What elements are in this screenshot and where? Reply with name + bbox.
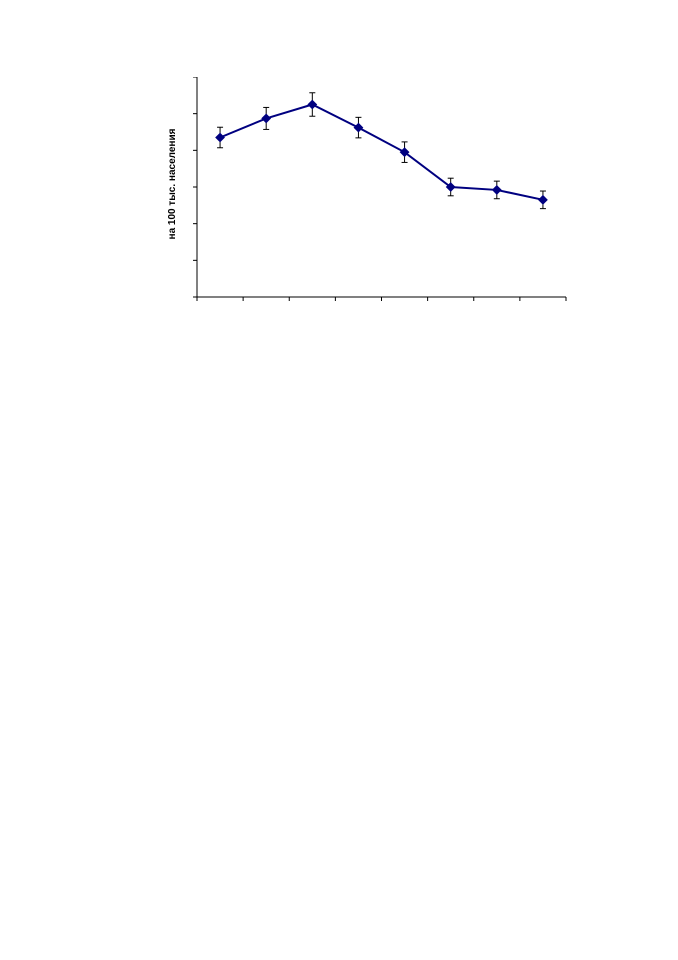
data-point-marker bbox=[491, 185, 502, 195]
data-point-marker bbox=[215, 132, 225, 143]
series-layer bbox=[215, 92, 548, 210]
data-point-marker bbox=[538, 194, 548, 205]
data-point-marker bbox=[261, 113, 272, 124]
plot-area-background bbox=[150, 0, 210, 77]
x-ticks bbox=[196, 297, 567, 301]
data-point-marker bbox=[307, 99, 318, 110]
y-ticks bbox=[193, 76, 197, 298]
data-point-marker bbox=[445, 182, 456, 192]
y-axis-label: на 100 тыс. населения bbox=[167, 128, 178, 239]
chart-axes bbox=[193, 76, 567, 301]
series-line bbox=[219, 103, 544, 201]
data-point-marker bbox=[399, 147, 410, 158]
data-point-marker bbox=[353, 122, 364, 133]
